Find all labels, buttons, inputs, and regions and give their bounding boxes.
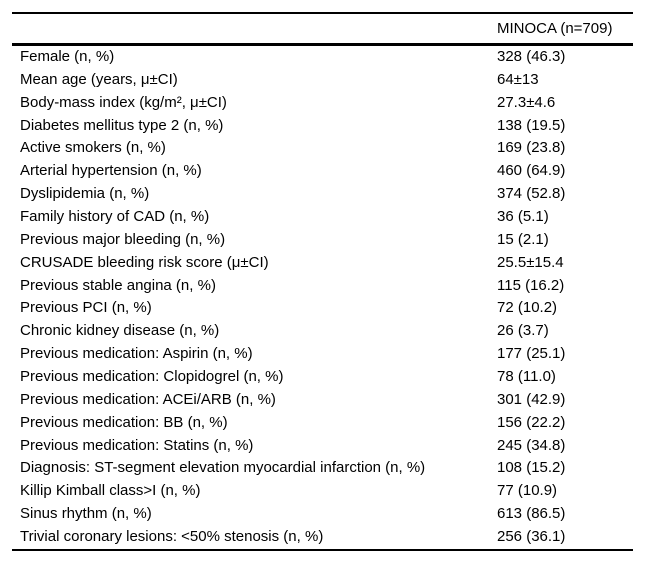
table-row: Body-mass index (kg/m², μ±CI) 27.3±4.6 xyxy=(12,92,633,115)
table-row: Female (n, %) 328 (46.3) xyxy=(12,45,633,69)
row-value: 328 (46.3) xyxy=(497,48,566,65)
row-value: 64±13 xyxy=(497,70,539,88)
row-value: 256 (36.1) xyxy=(497,528,566,546)
row-value: 138 (19.5) xyxy=(497,116,566,134)
header-row: MINOCA (n=709) xyxy=(12,13,633,46)
row-value: 245 (34.8) xyxy=(497,436,566,454)
row-value: 15 (2.1) xyxy=(497,230,549,248)
table-row: Previous medication: Aspirin (n, %) 177 (… xyxy=(12,343,633,366)
row-label: Sinus rhythm (n, %) xyxy=(20,505,152,523)
table-row: Previous medication: ACEi/ARB (n, %) 301 … xyxy=(12,389,633,412)
row-label: Dyslipidemia (n, %) xyxy=(20,185,150,203)
row-label: Active smokers (n, %) xyxy=(20,139,166,157)
row-value: 177 (25.1) xyxy=(497,345,566,363)
row-label: Previous major bleeding (n, %) xyxy=(20,230,226,248)
row-label: Diagnosis: ST-segment elevation myocardi… xyxy=(20,459,426,477)
header-label-cell xyxy=(12,13,497,46)
table-row: Mean age (years, μ±CI) 64±13 xyxy=(12,69,633,92)
row-value: 156 (22.2) xyxy=(497,413,566,431)
row-label: Chronic kidney disease (n, %) xyxy=(20,322,220,340)
table-row: Previous medication: BB (n, %) 156 (22.2) xyxy=(12,412,633,435)
table-body: Female (n, %) 328 (46.3) Mean age (years, … xyxy=(12,45,633,550)
row-value: 72 (10.2) xyxy=(497,299,558,317)
row-label: Previous medication: ACEi/ARB (n, %) xyxy=(20,390,276,408)
row-value: 78 (11.0) xyxy=(497,368,556,386)
characteristics-table: MINOCA (n=709) Female (n, %) 328 (46.3) Me… xyxy=(12,12,633,551)
row-label: Family history of CAD (n, %) xyxy=(20,208,210,226)
row-value: 77 (10.9) xyxy=(497,482,558,500)
table-row: Active smokers (n, %) 169 (23.8) xyxy=(12,137,633,160)
table-row: CRUSADE bleeding risk score (μ±CI) 25.5±1… xyxy=(12,252,633,275)
row-value: 108 (15.2) xyxy=(497,459,566,477)
row-label: Trivial coronary lesions: <50% stenosis … xyxy=(20,528,324,546)
table-row: Diabetes mellitus type 2 (n, %) 138 (19.5… xyxy=(12,115,633,138)
characteristics-table-wrap: MINOCA (n=709) Female (n, %) 328 (46.3) Me… xyxy=(12,12,633,551)
table-row: Diagnosis: ST-segment elevation myocardi… xyxy=(12,457,633,480)
table-row: Previous medication: Statins (n, %) 245 (… xyxy=(12,435,633,458)
table-row: Previous medication: Clopidogrel (n, %) 7… xyxy=(12,366,633,389)
row-value: 460 (64.9) xyxy=(497,162,566,180)
row-label: Mean age (years, μ±CI) xyxy=(20,70,178,88)
row-value: 301 (42.9) xyxy=(497,390,566,408)
table-row: Family history of CAD (n, %) 36 (5.1) xyxy=(12,206,633,229)
row-value: 25.5±15.4 xyxy=(497,253,564,271)
row-value: 36 (5.1) xyxy=(497,208,549,226)
row-label: Previous medication: Aspirin (n, %) xyxy=(20,345,253,363)
table-row: Killip Kimball class>I (n, %) 77 (10.9) xyxy=(12,480,633,503)
row-label: Previous medication: Statins (n, %) xyxy=(20,436,254,454)
table-row: Dyslipidemia (n, %) 374 (52.8) xyxy=(12,183,633,206)
row-value: 26 (3.7) xyxy=(497,322,549,340)
row-value: 115 (16.2) xyxy=(497,276,565,294)
row-label: CRUSADE bleeding risk score (μ±CI) xyxy=(20,253,269,271)
table-row: Trivial coronary lesions: <50% stenosis … xyxy=(12,526,633,550)
row-value: 613 (86.5) xyxy=(497,505,566,523)
row-value: 169 (23.8) xyxy=(497,139,566,157)
row-label: Body-mass index (kg/m², μ±CI) xyxy=(20,93,227,111)
row-label: Female (n, %) xyxy=(20,48,115,65)
table-row: Arterial hypertension (n, %) 460 (64.9) xyxy=(12,160,633,183)
row-label: Killip Kimball class>I (n, %) xyxy=(20,482,201,500)
row-label: Previous stable angina (n, %) xyxy=(20,276,216,294)
table-row: Previous major bleeding (n, %) 15 (2.1) xyxy=(12,229,633,252)
table-row: Previous stable angina (n, %) 115 (16.2) xyxy=(12,275,633,298)
table-header: MINOCA (n=709) xyxy=(12,13,633,46)
header-value-cell: MINOCA (n=709) xyxy=(497,13,633,46)
table-row: Sinus rhythm (n, %) 613 (86.5) xyxy=(12,503,633,526)
row-value: 27.3±4.6 xyxy=(497,93,556,111)
table-row: Previous PCI (n, %) 72 (10.2) xyxy=(12,297,633,320)
row-label: Previous medication: BB (n, %) xyxy=(20,413,228,431)
row-label: Previous medication: Clopidogrel (n, %) xyxy=(20,368,284,386)
row-label: Arterial hypertension (n, %) xyxy=(20,162,202,180)
row-label: Previous PCI (n, %) xyxy=(20,299,152,317)
row-value: 374 (52.8) xyxy=(497,185,566,203)
table-row: Chronic kidney disease (n, %) 26 (3.7) xyxy=(12,320,633,343)
row-label: Diabetes mellitus type 2 (n, %) xyxy=(20,116,224,134)
